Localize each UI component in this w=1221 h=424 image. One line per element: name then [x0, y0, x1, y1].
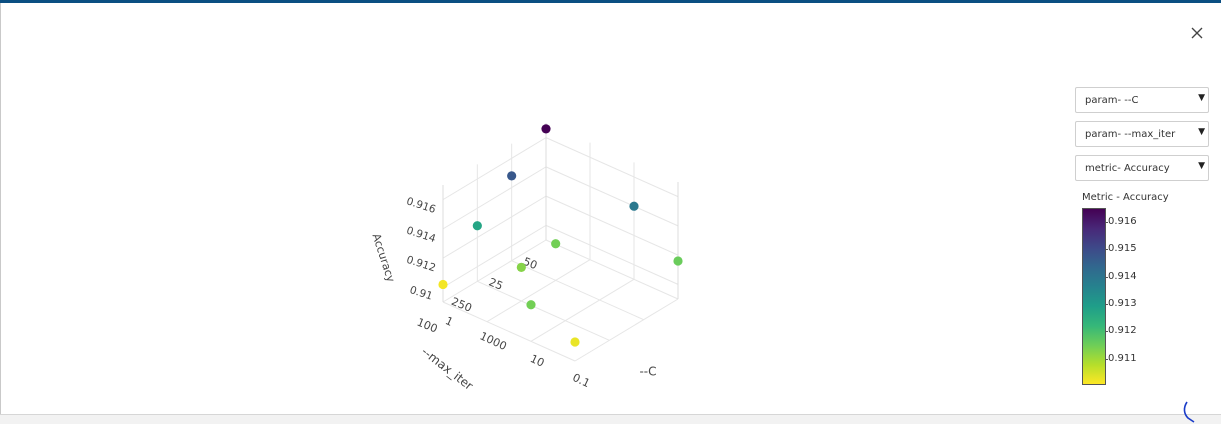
colorbar-tick: 0.913	[1105, 298, 1137, 309]
wall-grid-line	[442, 224, 547, 288]
y-axis-param-dropdown[interactable]: param- --max_iter ▼	[1075, 121, 1209, 147]
y-tick-label: 25	[487, 276, 505, 293]
data-point[interactable]	[438, 279, 448, 290]
window-left-border	[0, 3, 1, 415]
z-tick-label: 0.912	[405, 254, 437, 275]
floor-grid-line	[574, 298, 679, 362]
x-tick-label: 10	[528, 352, 546, 370]
floor-grid-line	[511, 260, 644, 321]
z-axis-metric-dropdown[interactable]: metric- Accuracy ▼	[1075, 155, 1209, 181]
data-point[interactable]	[673, 256, 683, 266]
data-point[interactable]	[570, 337, 580, 347]
colorbar-tick: 0.911	[1105, 353, 1137, 364]
floor-grid-line	[530, 278, 635, 342]
floor-grid-line	[545, 239, 679, 300]
data-point[interactable]	[516, 262, 526, 272]
dropdown-arrow-icon: ▼	[1198, 93, 1205, 103]
z-tick-label: 0.91	[408, 284, 434, 303]
wall-grid-line	[442, 137, 547, 201]
floor-grid-line	[442, 239, 547, 303]
data-points	[438, 124, 683, 347]
colorbar-tick: 0.914	[1105, 271, 1137, 282]
floor-grid-line	[486, 259, 591, 323]
x-axis-param-label: param- --C	[1085, 95, 1139, 106]
data-point[interactable]	[629, 201, 639, 211]
x-tick-label: 0.1	[571, 371, 592, 390]
floor-grid-line	[477, 280, 610, 341]
data-point[interactable]	[551, 239, 561, 249]
z-tick-label: 0.914	[405, 225, 438, 246]
y-tick-label: 250	[449, 295, 473, 315]
wall-grid-line	[442, 195, 547, 259]
plot-grid	[442, 123, 679, 362]
close-icon	[1191, 27, 1203, 39]
z-tick-label: 0.916	[405, 195, 438, 216]
colorbar-tick: 0.916	[1105, 216, 1137, 227]
colorbar-gradient	[1082, 208, 1106, 385]
window-top-bar	[0, 0, 1221, 3]
y-axis-title: --max_iter	[419, 344, 476, 393]
wall-grid-line	[545, 166, 679, 227]
x-tick-label: 1000	[478, 329, 509, 353]
colorbar-title: Metric - Accuracy	[1082, 192, 1169, 203]
z-axis-title: Accuracy	[370, 232, 398, 284]
z-axis-metric-label: metric- Accuracy	[1085, 163, 1170, 174]
data-point[interactable]	[526, 300, 536, 310]
data-point[interactable]	[507, 171, 517, 181]
colorbar-tick: 0.912	[1105, 325, 1137, 336]
resize-handle-icon[interactable]	[1180, 400, 1200, 423]
dropdown-arrow-icon: ▼	[1198, 161, 1205, 171]
window-bottom-strip	[0, 414, 1221, 424]
wall-grid-line	[545, 137, 679, 198]
x-axis-title: --C	[639, 365, 656, 379]
wall-grid-line	[442, 166, 547, 230]
wall-grid-line	[545, 195, 679, 256]
dropdown-arrow-icon: ▼	[1198, 127, 1205, 137]
data-point[interactable]	[472, 221, 482, 231]
y-tick-label: 100	[415, 316, 439, 336]
colorbar-tick: 0.915	[1105, 243, 1137, 254]
x-axis-param-dropdown[interactable]: param- --C ▼	[1075, 87, 1209, 113]
x-tick-label: 1	[443, 314, 455, 329]
close-button[interactable]	[1185, 20, 1209, 44]
y-axis-param-label: param- --max_iter	[1085, 129, 1176, 140]
data-point[interactable]	[541, 124, 551, 134]
floor-grid-line	[442, 301, 576, 362]
wall-grid-line	[545, 224, 679, 285]
